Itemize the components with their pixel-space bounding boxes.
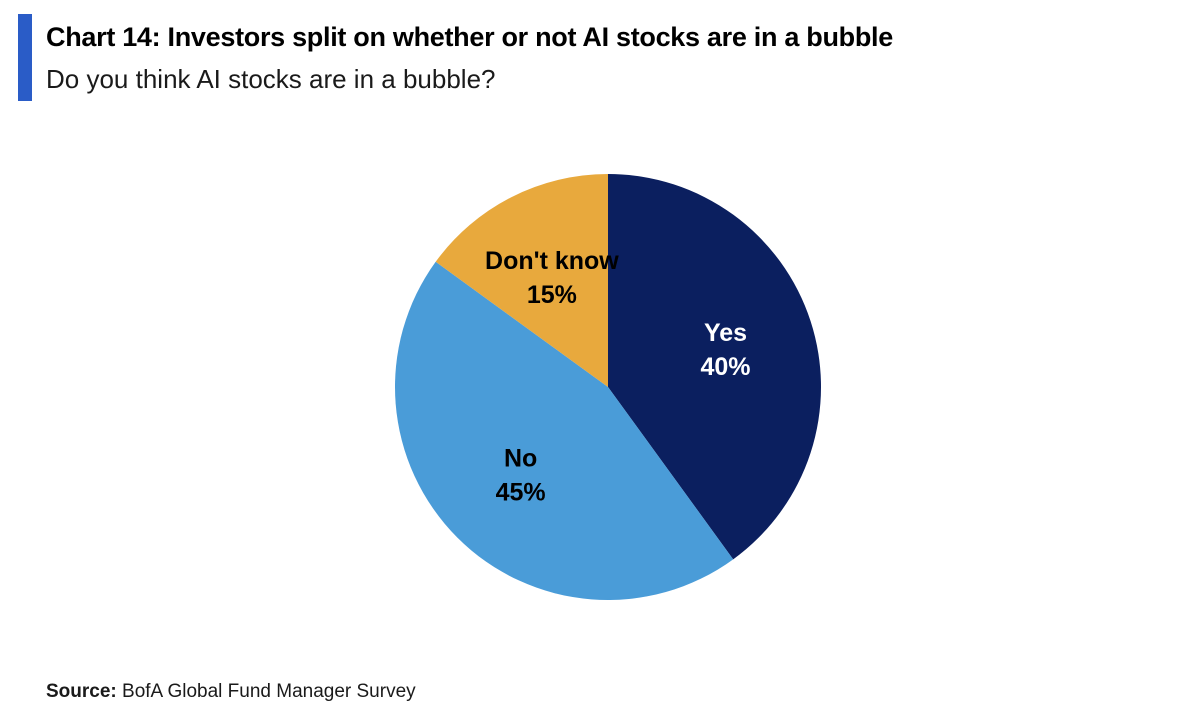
slice-label-don-t-know: Don't know bbox=[485, 247, 619, 275]
title-accent-bar bbox=[18, 14, 32, 101]
source-note: Source: BofA Global Fund Manager Survey bbox=[46, 678, 416, 706]
source-text: BofA Global Fund Manager Survey bbox=[116, 681, 416, 702]
pie-slice-yes bbox=[608, 174, 821, 560]
slice-value-yes: 40% bbox=[700, 353, 750, 381]
source-prefix: Source: bbox=[46, 681, 117, 702]
slice-label-no: No bbox=[504, 444, 537, 472]
slice-label-yes: Yes bbox=[704, 319, 747, 347]
slice-value-no: 45% bbox=[496, 478, 546, 506]
chart-subtitle: Do you think AI stocks are in a bubble? bbox=[46, 64, 496, 94]
pie-slice-don-t-know bbox=[435, 174, 608, 387]
chart-title: Chart 14: Investors split on whether or … bbox=[46, 22, 893, 52]
slice-value-don-t-know: 15% bbox=[527, 281, 577, 309]
pie-slice-no bbox=[395, 261, 734, 600]
